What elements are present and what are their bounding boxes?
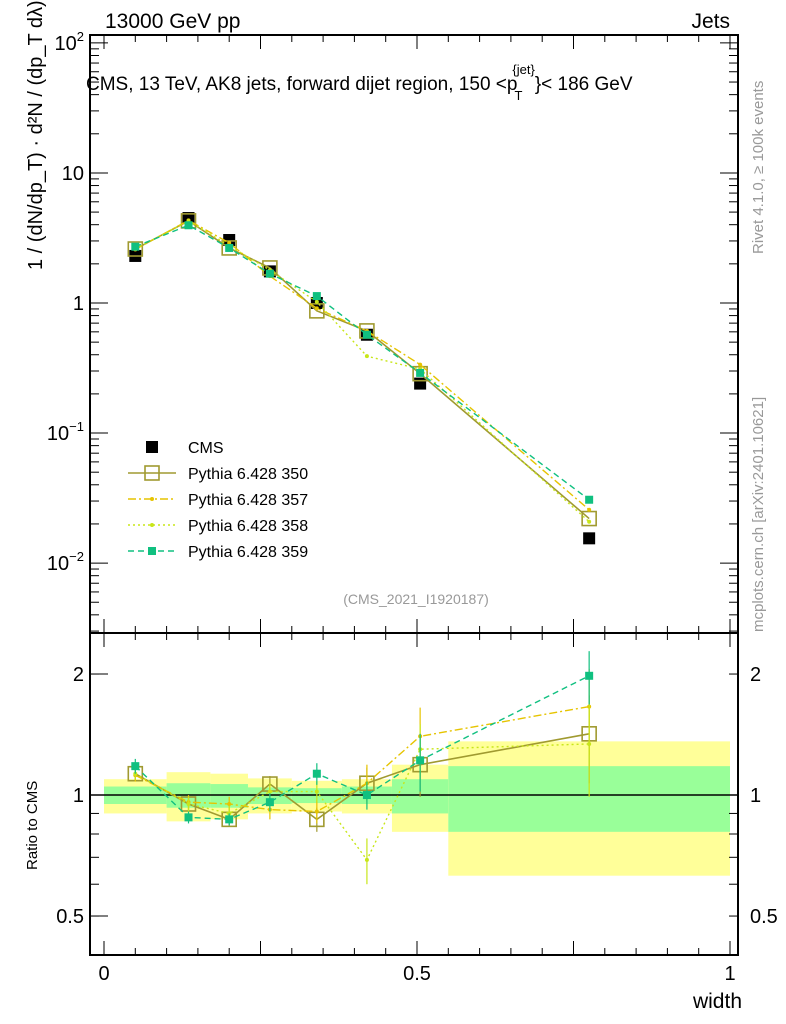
main-point-cms [414, 377, 427, 390]
x-tick-label: 0.5 [403, 963, 431, 985]
main-point-cms [583, 532, 596, 545]
legend-marker-cms [146, 441, 158, 453]
main-line-p357 [134, 219, 590, 511]
main-point-p357 [314, 306, 319, 311]
x-tick-label: 0 [98, 963, 109, 985]
main-point-cms [182, 212, 195, 225]
ratio-point-p359 [416, 756, 425, 765]
main-point-p357 [418, 362, 423, 367]
main-panel: 102 10 1 10−1 10−2 [47, 29, 739, 634]
ratio-y-tick-label: 0.5 [56, 906, 84, 928]
ratio-point-p358 [314, 789, 319, 794]
header-right: Jets [691, 10, 730, 33]
main-title: CMS, 13 TeV, AK8 jets, forward dijet reg… [86, 62, 633, 103]
ratio-point-p359 [585, 671, 594, 680]
legend: CMS Pythia 6.428 350 Pythia 6.428 357 Pythi… [128, 440, 308, 561]
exponent: −1 [69, 419, 84, 434]
side-rivet: Rivet 4.1.0, ≥ 100k events [750, 81, 767, 254]
ratio-point-p358 [587, 741, 592, 746]
x-tick-label: 1 [724, 963, 735, 985]
ratio-point-p358 [267, 789, 272, 794]
ratio-line-p357 [134, 705, 590, 813]
exponent: −2 [69, 549, 84, 564]
ratio-point-p357 [227, 801, 232, 806]
header-left: 13000 GeV pp [105, 10, 240, 33]
main-y-tick-label: 10−1 [47, 419, 84, 445]
ratio-frame [89, 632, 739, 956]
legend-label-p358: Pythia 6.428 358 [188, 518, 308, 535]
main-point-p359 [131, 242, 140, 251]
legend-marker-p359 [148, 547, 156, 555]
ratio-point-p358 [186, 801, 191, 806]
ratio-panel: 2 2 1 1 0.5 0.5 0 0.5 1 [56, 632, 778, 985]
watermark: (CMS_2021_I1920187) [343, 591, 489, 607]
ratio-line-p359 [134, 675, 590, 821]
main-point-p359 [184, 221, 193, 230]
uncertainty-band-green [210, 784, 248, 808]
legend-marker-p358 [150, 523, 154, 527]
main-y-label: 1 / (dN/dp_T) · d²N / (dp_T dλ) [25, 0, 47, 270]
main-y-tick-label: 10−2 [47, 549, 84, 575]
main-point-p357 [587, 507, 592, 512]
ratio-point-p359 [312, 769, 321, 778]
main-y-tick-label: 10 [62, 163, 84, 185]
ratio-point-p359 [184, 813, 193, 822]
main-point-p350 [412, 365, 428, 382]
ratio-point-p359 [265, 798, 274, 807]
ratio-point-p359 [131, 762, 140, 771]
ratio-point-p359 [362, 791, 371, 800]
legend-marker-p350 [144, 465, 160, 481]
x-axis-label: width [692, 990, 742, 1013]
legend-label-p350: Pythia 6.428 350 [188, 466, 308, 483]
legend-marker-p357 [150, 497, 154, 501]
main-point-cms [223, 234, 236, 247]
main-point-p358 [314, 299, 319, 304]
side-mcplots: mcplots.cern.ch [arXiv:2401.10621] [750, 397, 767, 632]
ratio-point-p357 [314, 809, 319, 814]
ratio-point-p358 [364, 857, 369, 862]
exponent: 2 [77, 29, 84, 44]
main-y-tick-label: 102 [55, 29, 84, 55]
ratio-y-label: Ratio to CMS [24, 781, 41, 870]
main-point-p359 [416, 368, 425, 377]
main-point-p359 [585, 495, 594, 504]
main-point-p359 [265, 269, 274, 278]
ratio-y-tick-label-right: 0.5 [750, 906, 778, 928]
main-point-p358 [364, 354, 369, 359]
ratio-y-tick-label: 1 [73, 785, 84, 807]
main-point-p357 [227, 240, 232, 245]
ratio-y-tick-label-right: 2 [750, 664, 761, 686]
legend-label-cms: CMS [188, 440, 224, 457]
main-point-p359 [362, 330, 371, 339]
main-y-tick-label: 1 [73, 293, 84, 315]
main-point-p350 [127, 241, 144, 257]
ratio-y-tick-label: 2 [73, 664, 84, 686]
legend-label-p357: Pythia 6.428 357 [188, 492, 308, 509]
legend-label-p359: Pythia 6.428 359 [188, 544, 308, 561]
main-point-p359 [225, 243, 234, 252]
ratio-point-p359 [225, 815, 234, 824]
main-point-p359 [312, 292, 321, 301]
main-line-p359 [135, 224, 590, 501]
ratio-y-tick-label-right: 1 [750, 785, 761, 807]
main-point-p358 [587, 519, 592, 524]
